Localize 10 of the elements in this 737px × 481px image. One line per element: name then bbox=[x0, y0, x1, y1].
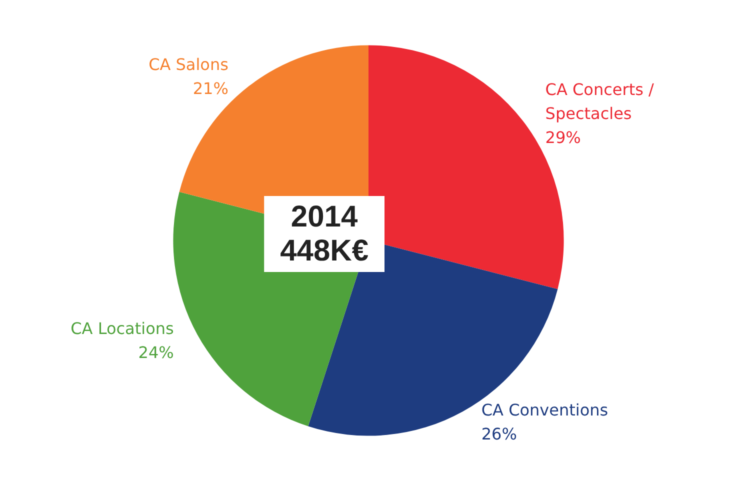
slice-label: CA Salons bbox=[148, 55, 228, 74]
data-label: 29% bbox=[545, 128, 581, 147]
data-label: 24% bbox=[138, 342, 174, 362]
text: 448K€ bbox=[280, 234, 369, 268]
data-label: 26% bbox=[481, 424, 517, 444]
slice-label: CA Conventions bbox=[481, 400, 608, 420]
data-label: 21% bbox=[192, 79, 228, 98]
text: 2014 bbox=[290, 200, 358, 234]
slice-label: CA Locations bbox=[70, 318, 174, 338]
slice-label: CA Concerts / Spectacles bbox=[545, 80, 659, 123]
